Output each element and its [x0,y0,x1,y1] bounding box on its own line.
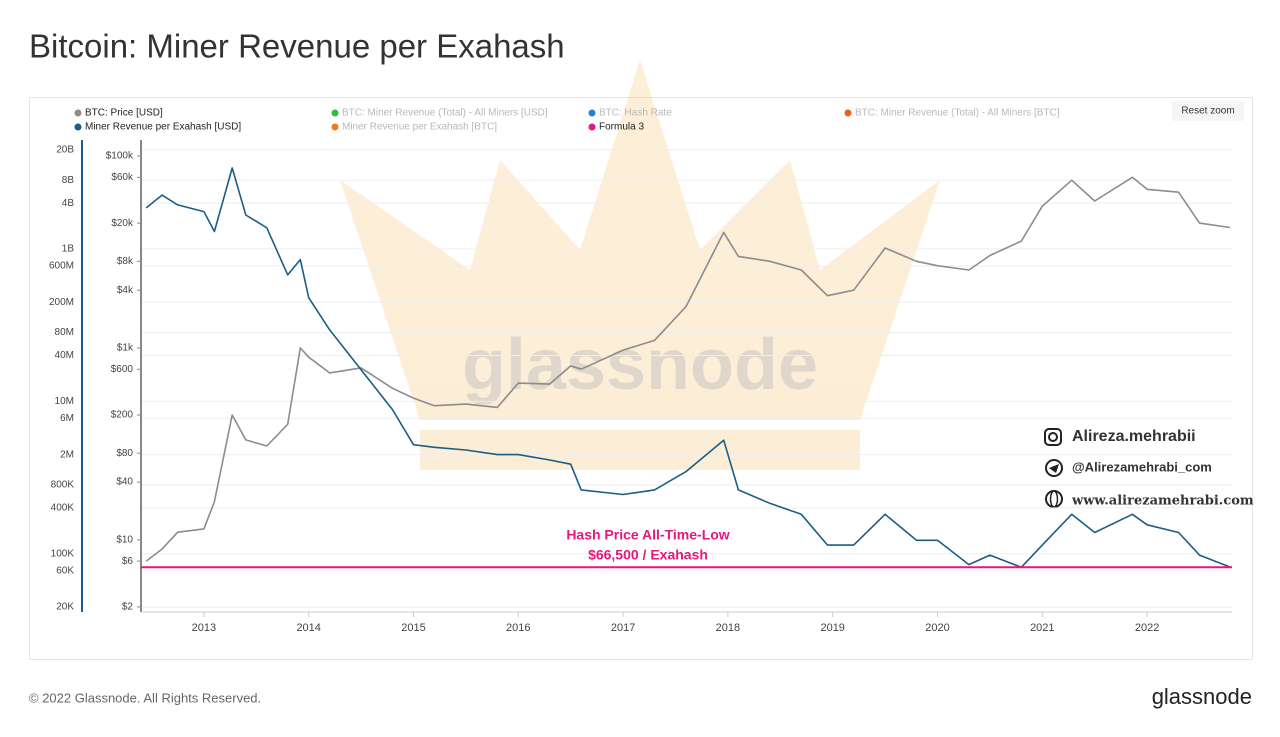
y2-tick-label: $4k [117,285,134,296]
chart-title: Bitcoin: Miner Revenue per Exahash [29,28,565,65]
x-tick-label: 2014 [296,622,320,634]
legend-label: BTC: Hash Rate [599,108,672,119]
y2-tick-label: $100k [106,151,134,162]
y2-tick-label: $200 [111,410,134,421]
legend-label: BTC: Miner Revenue (Total) - All Miners … [855,108,1060,119]
legend-marker [74,123,82,131]
y2-tick-label: $20k [111,218,134,229]
x-tick-label: 2020 [925,622,949,634]
y-tick-label: 20K [56,602,74,613]
legend-marker [588,109,596,117]
web-icon [1045,490,1063,508]
legend-label: Formula 3 [599,122,644,133]
y-tick-label: 600M [49,261,74,272]
crown-watermark [340,60,940,470]
x-tick-label: 2015 [401,622,425,634]
y2-tick-label: $40 [116,477,133,488]
x-tick-label: 2021 [1030,622,1054,634]
instagram-icon-lens [1048,432,1058,442]
annotation: $66,500 / Exahash [588,547,708,563]
x-tick-label: 2022 [1135,622,1159,634]
x-tick-label: 2017 [611,622,635,634]
annotation: Hash Price All-Time-Low [566,527,729,543]
x-tick-label: 2019 [820,622,844,634]
legend-marker [331,109,339,117]
y-tick-label: 8B [62,175,75,186]
legend-marker [588,123,596,131]
y-tick-label: 20B [56,145,74,156]
watermark: glassnode [462,325,818,405]
y-tick-label: 60K [56,565,74,576]
crown-shape [340,60,940,420]
y2-tick-label: $2 [122,602,134,613]
crown-base [420,430,860,470]
reset-button-label[interactable]: Reset zoom [1181,106,1234,117]
y2-tick-label: $80 [116,448,133,459]
series-line [145,167,1231,569]
website: www.alirezamehrabi.com [1071,494,1254,509]
y2-tick-label: $1k [117,343,134,354]
instagram-icon [1044,428,1062,446]
y-tick-label: 10M [55,396,74,407]
telegram-icon [1045,459,1063,477]
chart-frame [29,97,1253,660]
y2-tick-label: $60k [111,172,134,183]
copyright: © 2022 Glassnode. All Rights Reserved. [29,690,261,705]
x-tick-label: 2016 [506,622,530,634]
y2-tick-label: $10 [116,534,133,545]
y-tick-label: 2M [60,449,74,460]
y-tick-label: 6M [60,413,74,424]
x-tick-label: 2013 [192,622,216,634]
legend-label: BTC: Miner Revenue (Total) - All Miners … [342,108,548,119]
y2-tick-label: $8k [117,256,134,267]
legend-marker [74,109,82,117]
instagram-handle: Alireza.mehrabii [1072,428,1196,445]
y-tick-label: 100K [51,548,75,559]
series-line [145,176,1231,562]
legend-label: Miner Revenue per Exahash [USD] [85,122,241,133]
telegram-handle: @Alirezamehrabi_com [1072,459,1212,474]
y-tick-label: 80M [55,327,74,338]
legend-label: BTC: Price [USD] [85,108,163,119]
legend-marker [844,109,852,117]
reset-button[interactable] [1172,101,1244,121]
y-tick-label: 1B [62,244,75,255]
footer-logo: glassnode [1152,684,1252,709]
y-tick-label: 800K [51,480,75,491]
y-tick-label: 400K [51,503,75,514]
legend-label: Miner Revenue per Exahash [BTC] [342,122,497,133]
x-tick-label: 2018 [716,622,740,634]
y-tick-label: 200M [49,297,74,308]
web-icon-meridian [1049,490,1059,508]
legend-marker [331,123,339,131]
y-tick-label: 4B [62,198,75,209]
telegram-icon-plane [1049,464,1059,473]
y-tick-label: 40M [55,350,74,361]
y2-tick-label: $600 [111,364,134,375]
y2-tick-label: $6 [122,556,134,567]
